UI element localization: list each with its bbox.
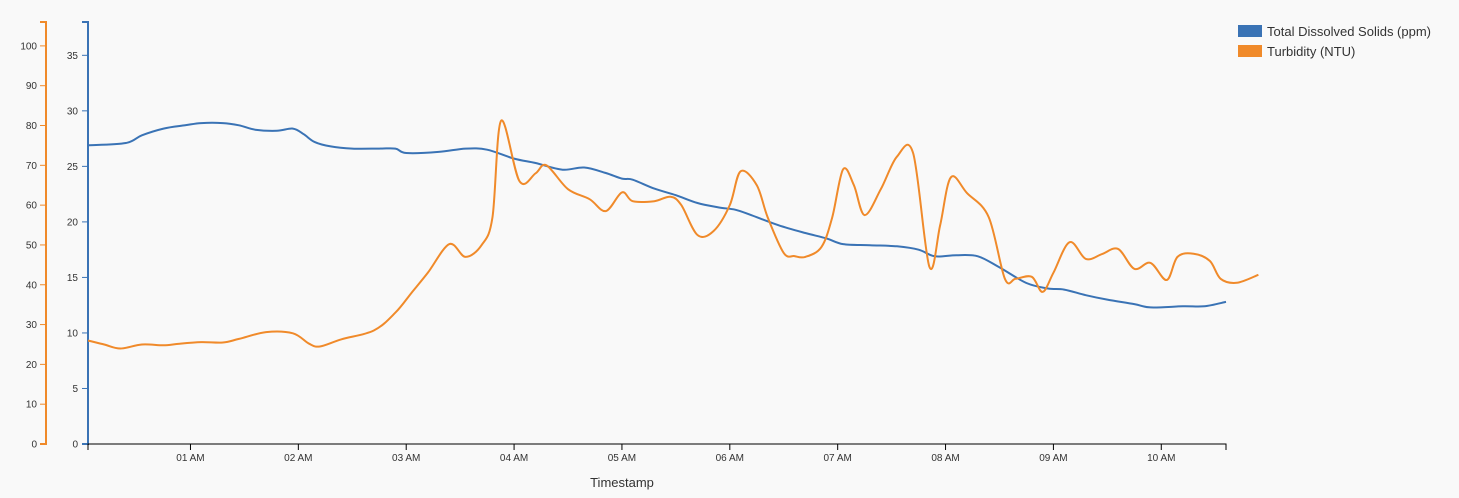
tds-tick-label: 20	[67, 217, 79, 228]
x-tick-label: 02 AM	[284, 453, 312, 464]
legend: Total Dissolved Solids (ppm) Turbidity (…	[1238, 21, 1431, 61]
tds-tick-label: 0	[72, 440, 78, 451]
tds-line	[87, 121, 1227, 309]
legend-label-turbidity: Turbidity (NTU)	[1267, 43, 1356, 59]
turbidity-tick-label: 100	[20, 41, 37, 52]
turbidity-tick-label: 60	[26, 201, 38, 212]
x-tick-label: 10 AM	[1147, 453, 1175, 464]
turbidity-tick-label: 80	[26, 121, 38, 132]
turbidity-tick-label: 20	[26, 360, 38, 371]
tds-tick-label: 35	[67, 51, 79, 62]
legend-item-turbidity[interactable]: Turbidity (NTU)	[1238, 41, 1431, 61]
tds-tick-label: 10	[67, 328, 79, 339]
tds-axis-line	[82, 21, 89, 445]
turbidity-line	[87, 119, 1259, 350]
x-tick-label: 08 AM	[931, 453, 959, 464]
tds-tick-label: 15	[67, 273, 79, 284]
turbidity-tick-label: 30	[26, 320, 38, 331]
x-tick-label: 06 AM	[716, 453, 744, 464]
turbidity-tick-label: 70	[26, 161, 38, 172]
legend-swatch-tds	[1238, 25, 1262, 37]
x-tick-label: 05 AM	[608, 453, 636, 464]
series-lines	[87, 119, 1259, 350]
tds-tick-label: 5	[72, 384, 78, 395]
tds-y-axis: 0 5 10 15 20 25 30 35	[67, 21, 89, 451]
tds-tick-label: 30	[67, 106, 79, 117]
x-axis-title: Timestamp	[590, 475, 654, 490]
x-tick-label: 01 AM	[176, 453, 204, 464]
x-tick-label: 07 AM	[823, 453, 851, 464]
legend-label-tds: Total Dissolved Solids (ppm)	[1267, 23, 1432, 39]
x-tick-label: 03 AM	[392, 453, 420, 464]
x-tick-label: 09 AM	[1039, 453, 1067, 464]
legend-swatch-turbidity	[1238, 45, 1262, 57]
turbidity-y-axis: 0 10 20 30 40 50 60 70 80 90 100	[20, 21, 47, 451]
legend-item-tds[interactable]: Total Dissolved Solids (ppm)	[1238, 21, 1431, 41]
turbidity-tick-label: 90	[26, 81, 38, 92]
x-axis-line	[87, 443, 1227, 450]
turbidity-tick-label: 0	[31, 440, 37, 451]
x-axis: 01 AM 02 AM 03 AM 04 AM 05 AM 06 AM 07 AM 08 AM…	[87, 443, 1227, 464]
turbidity-tick-label: 10	[26, 400, 38, 411]
turbidity-tick-label: 40	[26, 280, 38, 291]
x-tick-label: 04 AM	[500, 453, 528, 464]
turbidity-tick-label: 50	[26, 240, 38, 251]
tds-tick-label: 25	[67, 162, 79, 173]
